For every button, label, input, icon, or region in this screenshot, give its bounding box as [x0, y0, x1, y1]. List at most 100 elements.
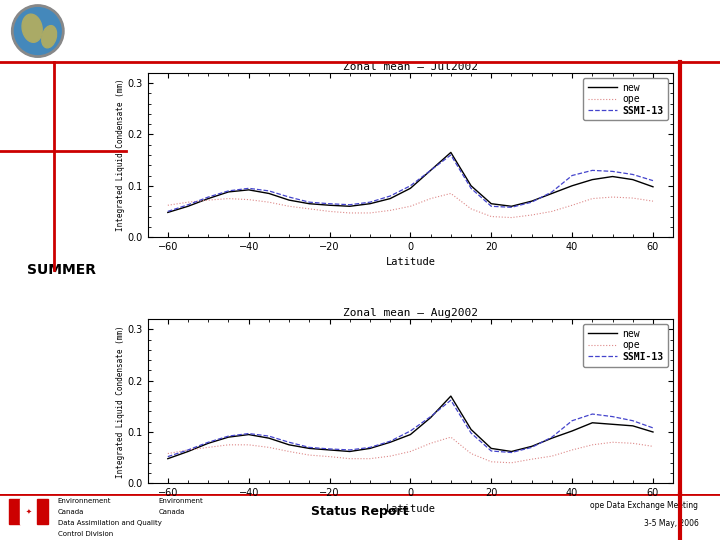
new: [406, 431, 415, 438]
new: [285, 442, 294, 448]
Line: ope: ope: [168, 193, 653, 218]
ope: [487, 213, 495, 220]
ope: [527, 212, 536, 218]
Text: SUMMER: SUMMER: [27, 263, 96, 277]
ope: [264, 199, 273, 205]
SSMI-13: [244, 185, 253, 192]
new: [325, 447, 334, 453]
SSMI-13: [305, 199, 314, 205]
Y-axis label: Integrated Liquid Condensate (mm): Integrated Liquid Condensate (mm): [116, 325, 125, 477]
Line: SSMI-13: SSMI-13: [168, 400, 653, 457]
new: [305, 200, 314, 207]
Title: Zonal mean – Jul2002: Zonal mean – Jul2002: [343, 62, 478, 72]
SSMI-13: [224, 433, 233, 440]
new: [366, 445, 374, 451]
ope: [608, 439, 617, 446]
ope: [346, 210, 354, 216]
new: [527, 443, 536, 450]
new: [264, 190, 273, 197]
SSMI-13: [346, 447, 354, 453]
new: [426, 414, 435, 421]
ope: [285, 203, 294, 210]
new: [588, 177, 597, 183]
new: [487, 445, 495, 451]
ope: [527, 456, 536, 462]
new: [446, 393, 455, 399]
Bar: [37, 499, 48, 524]
new: [527, 198, 536, 205]
Text: Control Division: Control Division: [58, 531, 113, 537]
SSMI-13: [406, 183, 415, 189]
ope: [386, 453, 395, 460]
SSMI-13: [386, 438, 395, 444]
SSMI-13: [548, 434, 557, 441]
new: [184, 203, 192, 210]
Text: ope Data Exchange Meeting: ope Data Exchange Meeting: [590, 501, 698, 510]
X-axis label: Latitude: Latitude: [385, 504, 436, 514]
SSMI-13: [184, 447, 192, 453]
ope: [204, 197, 212, 204]
ope: [588, 442, 597, 448]
SSMI-13: [467, 185, 475, 192]
SSMI-13: [264, 433, 273, 440]
SSMI-13: [386, 193, 395, 199]
SSMI-13: [285, 194, 294, 200]
SSMI-13: [487, 448, 495, 454]
ope: [446, 434, 455, 441]
ope: [487, 458, 495, 465]
SSMI-13: [264, 188, 273, 194]
SSMI-13: [204, 194, 212, 200]
ope: [568, 447, 577, 453]
SSMI-13: [446, 152, 455, 158]
Legend: new, ope, SSMI-13: new, ope, SSMI-13: [583, 78, 668, 120]
SSMI-13: [366, 444, 374, 450]
new: [548, 435, 557, 441]
Ellipse shape: [22, 14, 42, 42]
Bar: [19, 499, 37, 524]
ope: [426, 195, 435, 202]
X-axis label: Latitude: Latitude: [385, 258, 436, 267]
ope: [446, 190, 455, 197]
SSMI-13: [163, 454, 172, 460]
SSMI-13: [325, 200, 334, 207]
new: [366, 200, 374, 207]
SSMI-13: [467, 430, 475, 436]
ope: [244, 442, 253, 448]
ope: [548, 453, 557, 460]
ope: [629, 195, 637, 201]
ope: [467, 206, 475, 212]
ope: [184, 447, 192, 453]
SSMI-13: [244, 430, 253, 437]
new: [305, 445, 314, 451]
Ellipse shape: [42, 25, 57, 48]
Text: 3-5 May, 2006: 3-5 May, 2006: [644, 519, 698, 528]
SSMI-13: [366, 199, 374, 205]
new: [649, 429, 657, 435]
ope: [184, 199, 192, 205]
SSMI-13: [649, 424, 657, 431]
ope: [649, 198, 657, 205]
new: [588, 420, 597, 426]
SSMI-13: [507, 204, 516, 211]
SSMI-13: [629, 417, 637, 424]
Circle shape: [12, 5, 63, 57]
SSMI-13: [446, 397, 455, 403]
new: [386, 195, 395, 202]
SSMI-13: [346, 201, 354, 208]
new: [163, 455, 172, 462]
SSMI-13: [426, 414, 435, 420]
Text: Canada: Canada: [58, 509, 84, 515]
SSMI-13: [305, 444, 314, 450]
new: [487, 200, 495, 207]
ope: [325, 208, 334, 215]
ope: [649, 443, 657, 450]
new: [507, 203, 516, 210]
ope: [548, 208, 557, 215]
SSMI-13: [204, 439, 212, 446]
SSMI-13: [507, 449, 516, 456]
ope: [325, 454, 334, 460]
new: [568, 183, 577, 189]
ope: [264, 444, 273, 450]
ope: [406, 203, 415, 210]
ope: [305, 452, 314, 458]
